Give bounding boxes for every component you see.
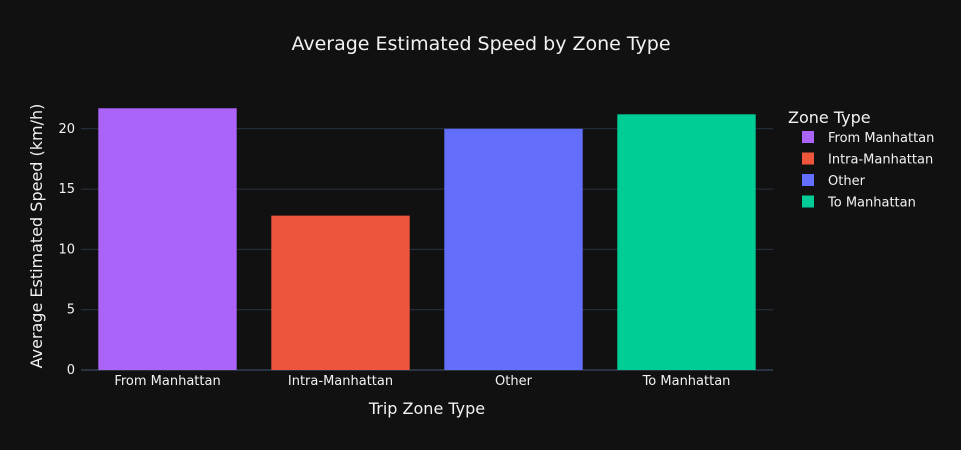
bar-to-manhattan xyxy=(617,114,756,370)
y-tick-label: 5 xyxy=(67,303,75,318)
x-tick-label: Intra-Manhattan xyxy=(288,374,393,389)
x-axis-title: Trip Zone Type xyxy=(368,399,485,418)
legend-item-label[interactable]: From Manhattan xyxy=(828,131,934,146)
bars xyxy=(98,108,756,370)
legend-item-label[interactable]: To Manhattan xyxy=(827,196,916,211)
x-axis-ticks: From Manhattan Intra-Manhattan Other To Man… xyxy=(114,374,730,389)
legend-swatch xyxy=(802,131,814,143)
x-tick-label: To Manhattan xyxy=(642,374,731,389)
legend-swatch xyxy=(802,174,814,186)
legend-swatch xyxy=(802,152,814,165)
y-axis-title: Average Estimated Speed (km/h) xyxy=(27,104,46,369)
bar-intra-manhattan xyxy=(271,215,410,370)
x-tick-label: From Manhattan xyxy=(114,374,220,389)
y-axis-ticks: 0 5 10 15 20 xyxy=(58,122,75,378)
y-tick-label: 0 xyxy=(67,363,75,378)
legend-item-label[interactable]: Other xyxy=(828,174,866,189)
y-tick-label: 10 xyxy=(58,242,75,257)
y-tick-label: 20 xyxy=(58,122,75,137)
legend: Zone Type From Manhattan Intra-Manhattan O… xyxy=(788,108,934,211)
bar-from-manhattan xyxy=(98,108,237,370)
y-tick-label: 15 xyxy=(58,182,75,197)
bar-other xyxy=(444,128,583,370)
legend-title: Zone Type xyxy=(788,108,871,127)
legend-item-label[interactable]: Intra-Manhattan xyxy=(828,153,933,168)
chart-title: Average Estimated Speed by Zone Type xyxy=(291,33,670,55)
x-tick-label: Other xyxy=(495,374,533,389)
legend-swatch xyxy=(802,195,814,208)
